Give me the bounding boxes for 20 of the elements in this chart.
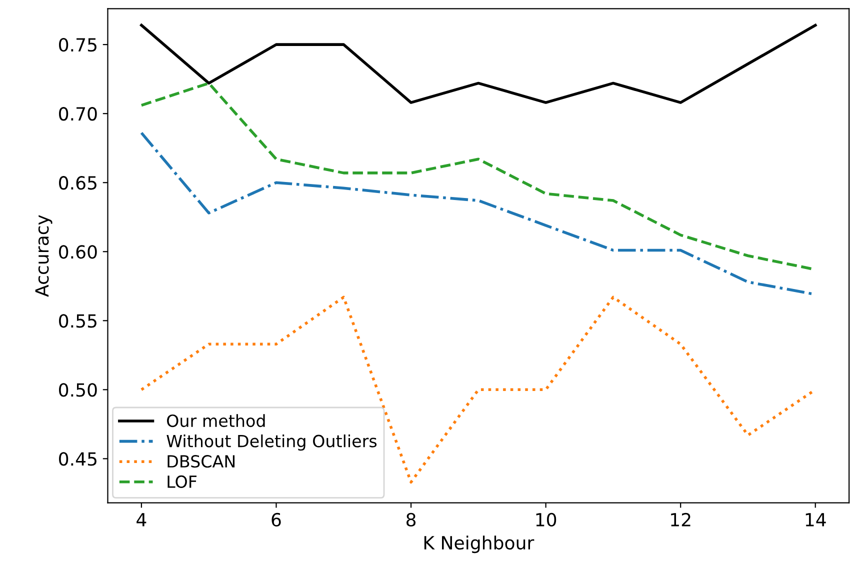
y-tick-label: 0.65 <box>59 176 96 190</box>
legend-label: DBSCAN <box>168 455 235 468</box>
x-tick-label: 10 <box>536 512 556 527</box>
y-tick-label: 0.70 <box>59 107 97 121</box>
legend-label: Without Deleting Outliers <box>166 434 377 451</box>
y-tick-label: 0.50 <box>59 383 97 397</box>
legend-label: Our method <box>167 414 265 428</box>
y-axis-title: Accuracy <box>35 215 52 297</box>
y-tick-label: 0.75 <box>59 38 96 52</box>
x-tick-label: 6 <box>272 512 281 527</box>
x-tick-label: 4 <box>136 513 146 526</box>
legend-label: LOF <box>168 475 196 488</box>
y-tick-label: 0.60 <box>59 245 97 259</box>
x-tick-label: 12 <box>671 512 690 526</box>
x-tick-label: 8 <box>406 512 416 527</box>
line-series <box>140 24 817 104</box>
x-tick-label: 14 <box>806 513 826 526</box>
y-tick-label: 0.45 <box>59 452 96 466</box>
y-tick-label: 0.55 <box>59 314 96 328</box>
x-axis-title: K Neighbour <box>424 536 534 554</box>
